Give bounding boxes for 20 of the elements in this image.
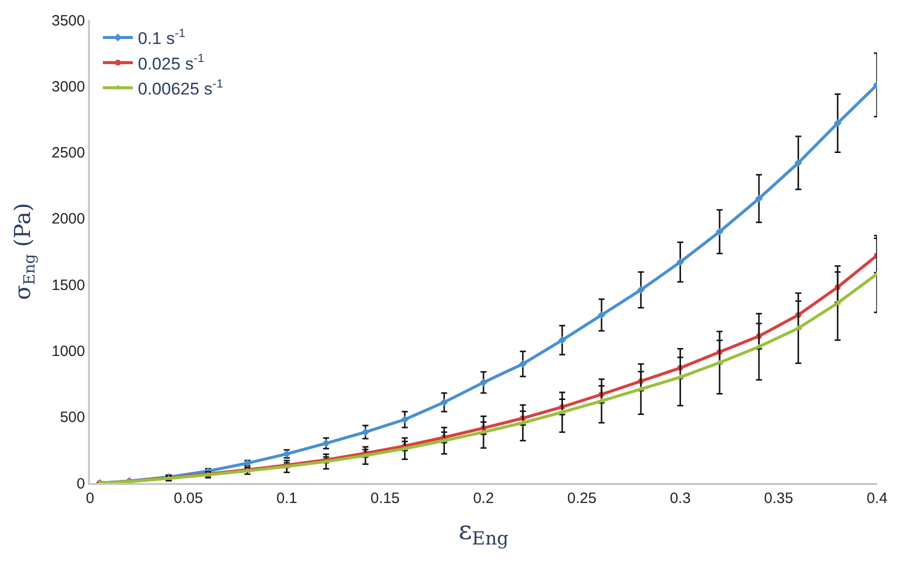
y-tick-label: 3000 xyxy=(52,78,85,96)
y-tick-label: 2500 xyxy=(52,144,85,162)
y-tick-label: 2000 xyxy=(52,210,85,228)
y-tick-label: 1000 xyxy=(52,342,85,360)
x-tick-label: 0.25 xyxy=(567,490,596,507)
x-tick-label: 0.35 xyxy=(764,490,794,507)
legend-label: 0.00625 s$^{-1}$ xyxy=(138,76,224,98)
x-tick-label: 0.05 xyxy=(174,490,203,507)
y-tick-label: 3500 xyxy=(52,12,85,30)
x-tick-label: 0.1 xyxy=(276,490,298,507)
x-tick-label: 0.3 xyxy=(670,490,691,507)
y-tick-label: 1500 xyxy=(52,276,85,294)
legend-label: 0.1 s$^{-1}$ xyxy=(138,26,186,48)
x-tick-label: 0.4 xyxy=(866,490,888,507)
x-tick-label: 0.15 xyxy=(370,490,400,507)
x-axis-title: ε$_{Eng}$ xyxy=(458,516,509,550)
x-tick-label: 0.2 xyxy=(473,490,494,507)
y-tick-label: 0 xyxy=(76,475,85,492)
legend-label: 0.025 s$^{-1}$ xyxy=(138,51,205,74)
y-tick-label: 500 xyxy=(60,409,85,426)
